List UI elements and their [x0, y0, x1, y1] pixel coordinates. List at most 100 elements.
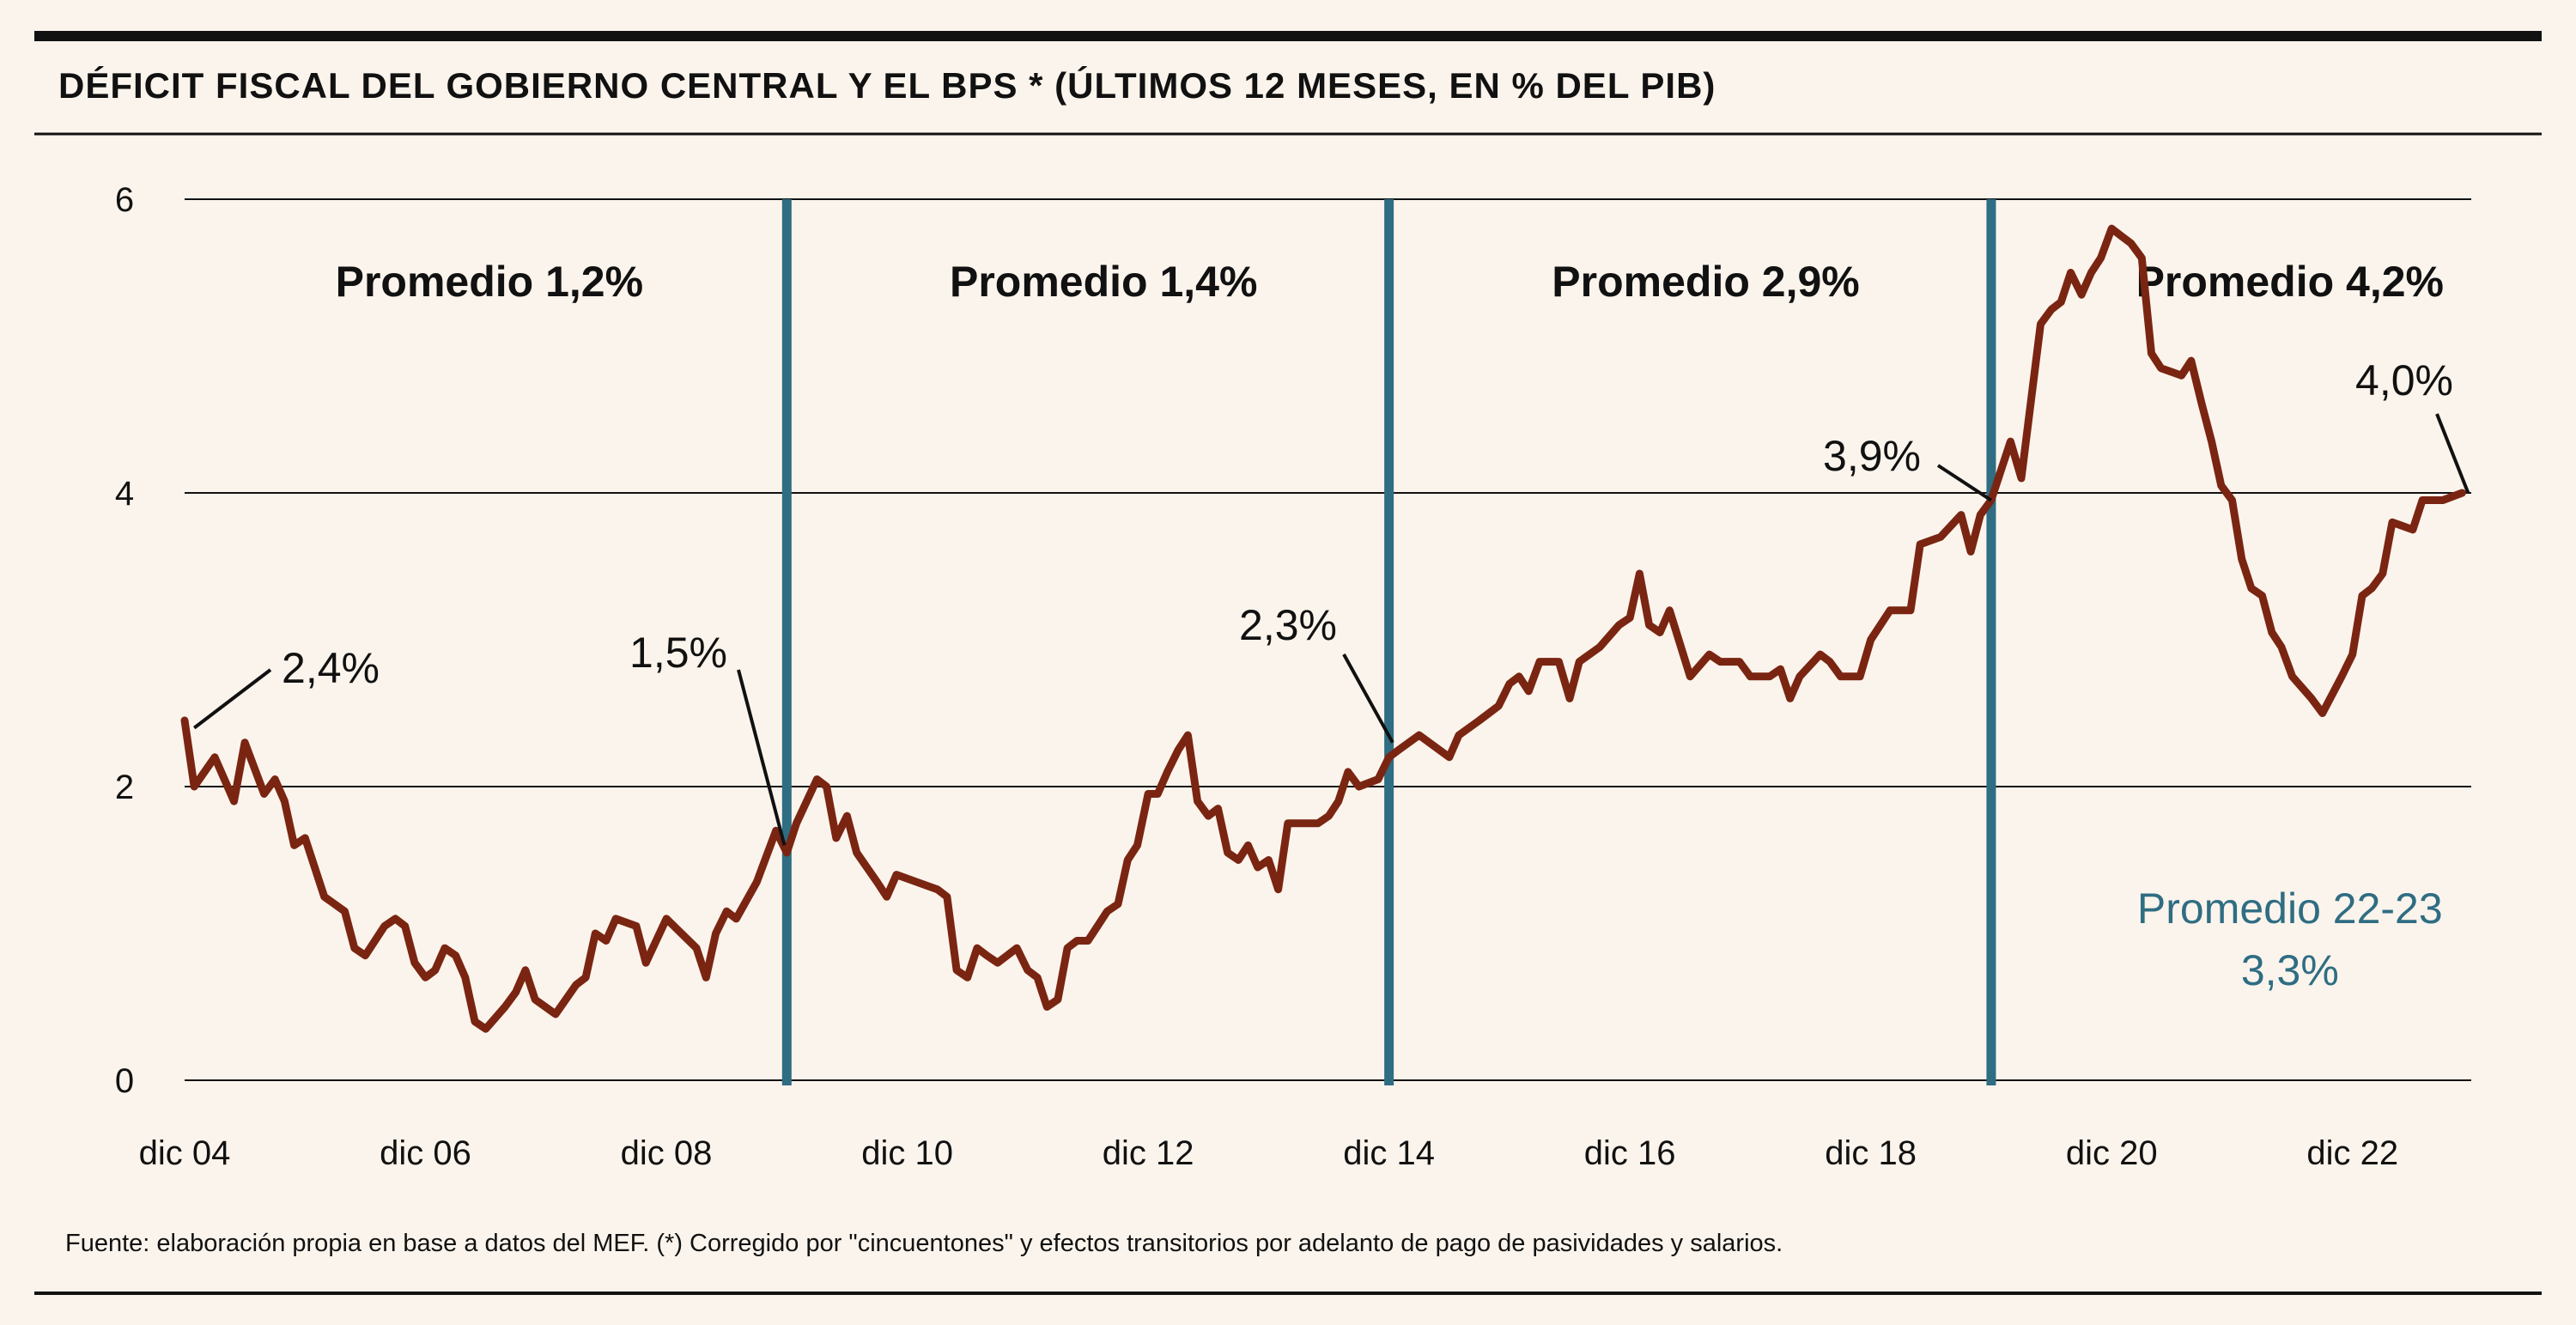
- data-point: [1285, 821, 1290, 825]
- data-point: [834, 836, 838, 840]
- data-point: [1387, 755, 1391, 759]
- data-point: [584, 976, 588, 980]
- data-point: [894, 872, 898, 877]
- data-point: [1025, 968, 1030, 972]
- data-point: [2099, 256, 2103, 260]
- data-point: [1827, 659, 1832, 664]
- data-point: [322, 895, 326, 899]
- data-point: [2260, 593, 2264, 598]
- data-point: [1527, 689, 1531, 693]
- y-axis-labels: 0 2 4 6: [115, 181, 134, 1100]
- data-point: [1085, 939, 1090, 943]
- value-annotations: 2,4% 1,5% 2,3% 3,9% 4,0%: [193, 356, 2470, 846]
- data-point: [2209, 440, 2214, 444]
- data-point: [854, 850, 859, 854]
- data-point: [1036, 976, 1040, 980]
- data-point: [2059, 300, 2063, 304]
- data-point: [1557, 659, 1561, 664]
- data-point: [1225, 850, 1230, 854]
- data-point: [1668, 608, 1672, 612]
- chart-title: DÉFICIT FISCAL DEL GOBIERNO CENTRAL Y EL…: [58, 65, 1716, 106]
- data-point: [1066, 946, 1070, 951]
- y-tick-label: 4: [115, 475, 134, 513]
- x-tick-label: dic 04: [139, 1134, 231, 1172]
- data-point: [1637, 572, 1642, 576]
- data-point: [1918, 542, 1923, 546]
- data-point: [2038, 322, 2043, 326]
- data-point: [1797, 674, 1801, 678]
- data-point: [382, 924, 386, 928]
- data-point: [1126, 858, 1130, 862]
- data-point: [2421, 498, 2425, 502]
- data-point: [1255, 866, 1260, 870]
- data-point: [1216, 806, 1220, 811]
- value-annotation: 2,3%: [1239, 601, 1337, 649]
- data-point: [503, 1005, 507, 1009]
- annotation-leader: [1342, 653, 1394, 744]
- data-point: [1959, 513, 1963, 517]
- period-average-label: Promedio 2,9%: [1552, 258, 1859, 306]
- data-point: [2239, 556, 2244, 561]
- data-point: [2219, 483, 2223, 488]
- data-point: [533, 997, 538, 1001]
- data-point: [794, 821, 799, 825]
- data-point: [1838, 674, 1843, 678]
- data-point: [704, 976, 708, 980]
- data-point: [1617, 623, 1621, 627]
- data-point: [665, 916, 669, 921]
- annotation-leader: [737, 669, 787, 846]
- data-point: [292, 843, 296, 848]
- data-point: [2269, 630, 2274, 635]
- data-point: [473, 1019, 477, 1024]
- data-point: [2149, 351, 2154, 356]
- data-point: [463, 976, 467, 980]
- y-tick-label: 2: [115, 769, 134, 806]
- data-point: [513, 990, 518, 994]
- data-point: [1346, 769, 1350, 774]
- data-point: [2460, 491, 2464, 495]
- data-point: [2159, 366, 2163, 370]
- data-point: [1628, 616, 1632, 620]
- data-point: [2370, 587, 2374, 591]
- data-point: [1818, 653, 1822, 657]
- data-point: [283, 799, 287, 804]
- data-point: [1206, 814, 1211, 818]
- data-point: [363, 953, 368, 957]
- data-point: [1165, 769, 1170, 774]
- data-point: [2380, 572, 2385, 576]
- data-point: [644, 961, 648, 965]
- data-point: [1456, 733, 1461, 738]
- data-point: [1888, 608, 1893, 612]
- data-point: [213, 755, 217, 759]
- data-point: [2279, 645, 2283, 649]
- data-point: [995, 961, 999, 965]
- data-point: [1517, 674, 1522, 678]
- data-point: [975, 946, 979, 951]
- data-point: [1186, 733, 1190, 738]
- data-point: [1396, 748, 1400, 752]
- data-point: [262, 792, 266, 796]
- data-point: [1778, 667, 1783, 672]
- data-point: [1978, 513, 1983, 517]
- data-point: [2080, 293, 2084, 297]
- data-point: [1858, 674, 1862, 678]
- x-tick-label: dic 12: [1103, 1134, 1194, 1172]
- data-point: [1658, 630, 1662, 635]
- data-point: [2140, 256, 2144, 260]
- data-point: [2310, 696, 2314, 701]
- series-layer: [180, 224, 2466, 1033]
- data-point: [1688, 674, 1692, 678]
- annotation-leader: [193, 668, 272, 730]
- data-point: [1267, 858, 1271, 862]
- data-point: [1477, 719, 1481, 723]
- source-note: Fuente: elaboración propia en base a dat…: [65, 1230, 1783, 1257]
- data-point: [192, 785, 197, 788]
- annotation-leader: [1936, 464, 1993, 502]
- data-point: [1015, 946, 1019, 951]
- data-point: [2179, 374, 2184, 378]
- data-point: [453, 953, 458, 957]
- deficit-series-line: [180, 224, 2466, 1033]
- data-point: [303, 836, 307, 840]
- sub-average-text: 3,3%: [2241, 946, 2339, 994]
